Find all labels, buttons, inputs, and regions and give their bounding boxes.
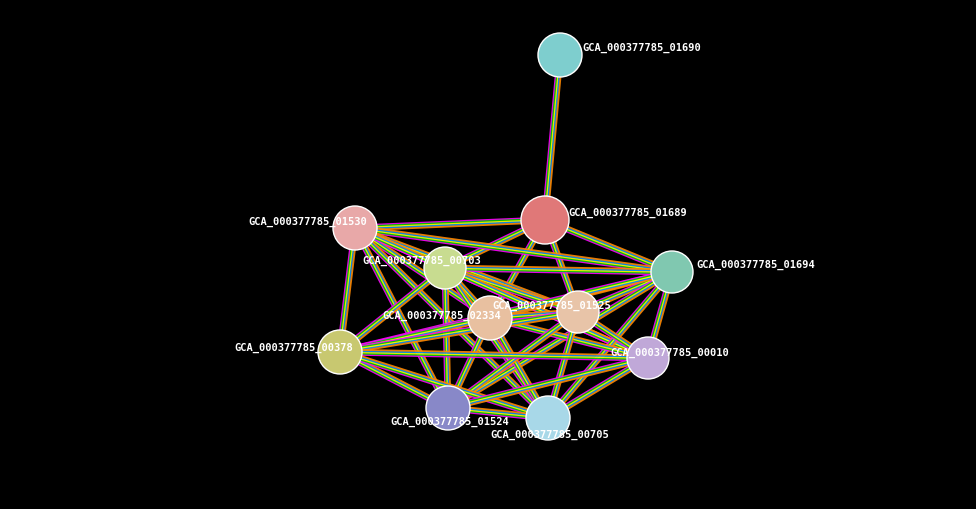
Circle shape	[333, 206, 377, 250]
Circle shape	[468, 296, 512, 340]
Circle shape	[426, 386, 470, 430]
Text: GCA_000377785_00378: GCA_000377785_00378	[234, 343, 352, 353]
Text: GCA_000377785_00705: GCA_000377785_00705	[490, 430, 609, 440]
Text: GCA_000377785_01525: GCA_000377785_01525	[492, 301, 611, 311]
Circle shape	[557, 291, 599, 333]
Circle shape	[627, 337, 669, 379]
Text: GCA_000377785_01689: GCA_000377785_01689	[568, 208, 687, 218]
Text: GCA_000377785_00010: GCA_000377785_00010	[610, 348, 729, 358]
Text: GCA_000377785_00703: GCA_000377785_00703	[362, 256, 481, 266]
Circle shape	[521, 196, 569, 244]
Text: GCA_000377785_01530: GCA_000377785_01530	[248, 217, 367, 227]
Circle shape	[651, 251, 693, 293]
Circle shape	[526, 396, 570, 440]
Circle shape	[318, 330, 362, 374]
Text: GCA_000377785_02334: GCA_000377785_02334	[382, 311, 501, 321]
Circle shape	[538, 33, 582, 77]
Text: GCA_000377785_01524: GCA_000377785_01524	[390, 417, 508, 427]
Text: GCA_000377785_01690: GCA_000377785_01690	[582, 43, 701, 53]
Text: GCA_000377785_01694: GCA_000377785_01694	[696, 260, 815, 270]
Circle shape	[424, 247, 466, 289]
